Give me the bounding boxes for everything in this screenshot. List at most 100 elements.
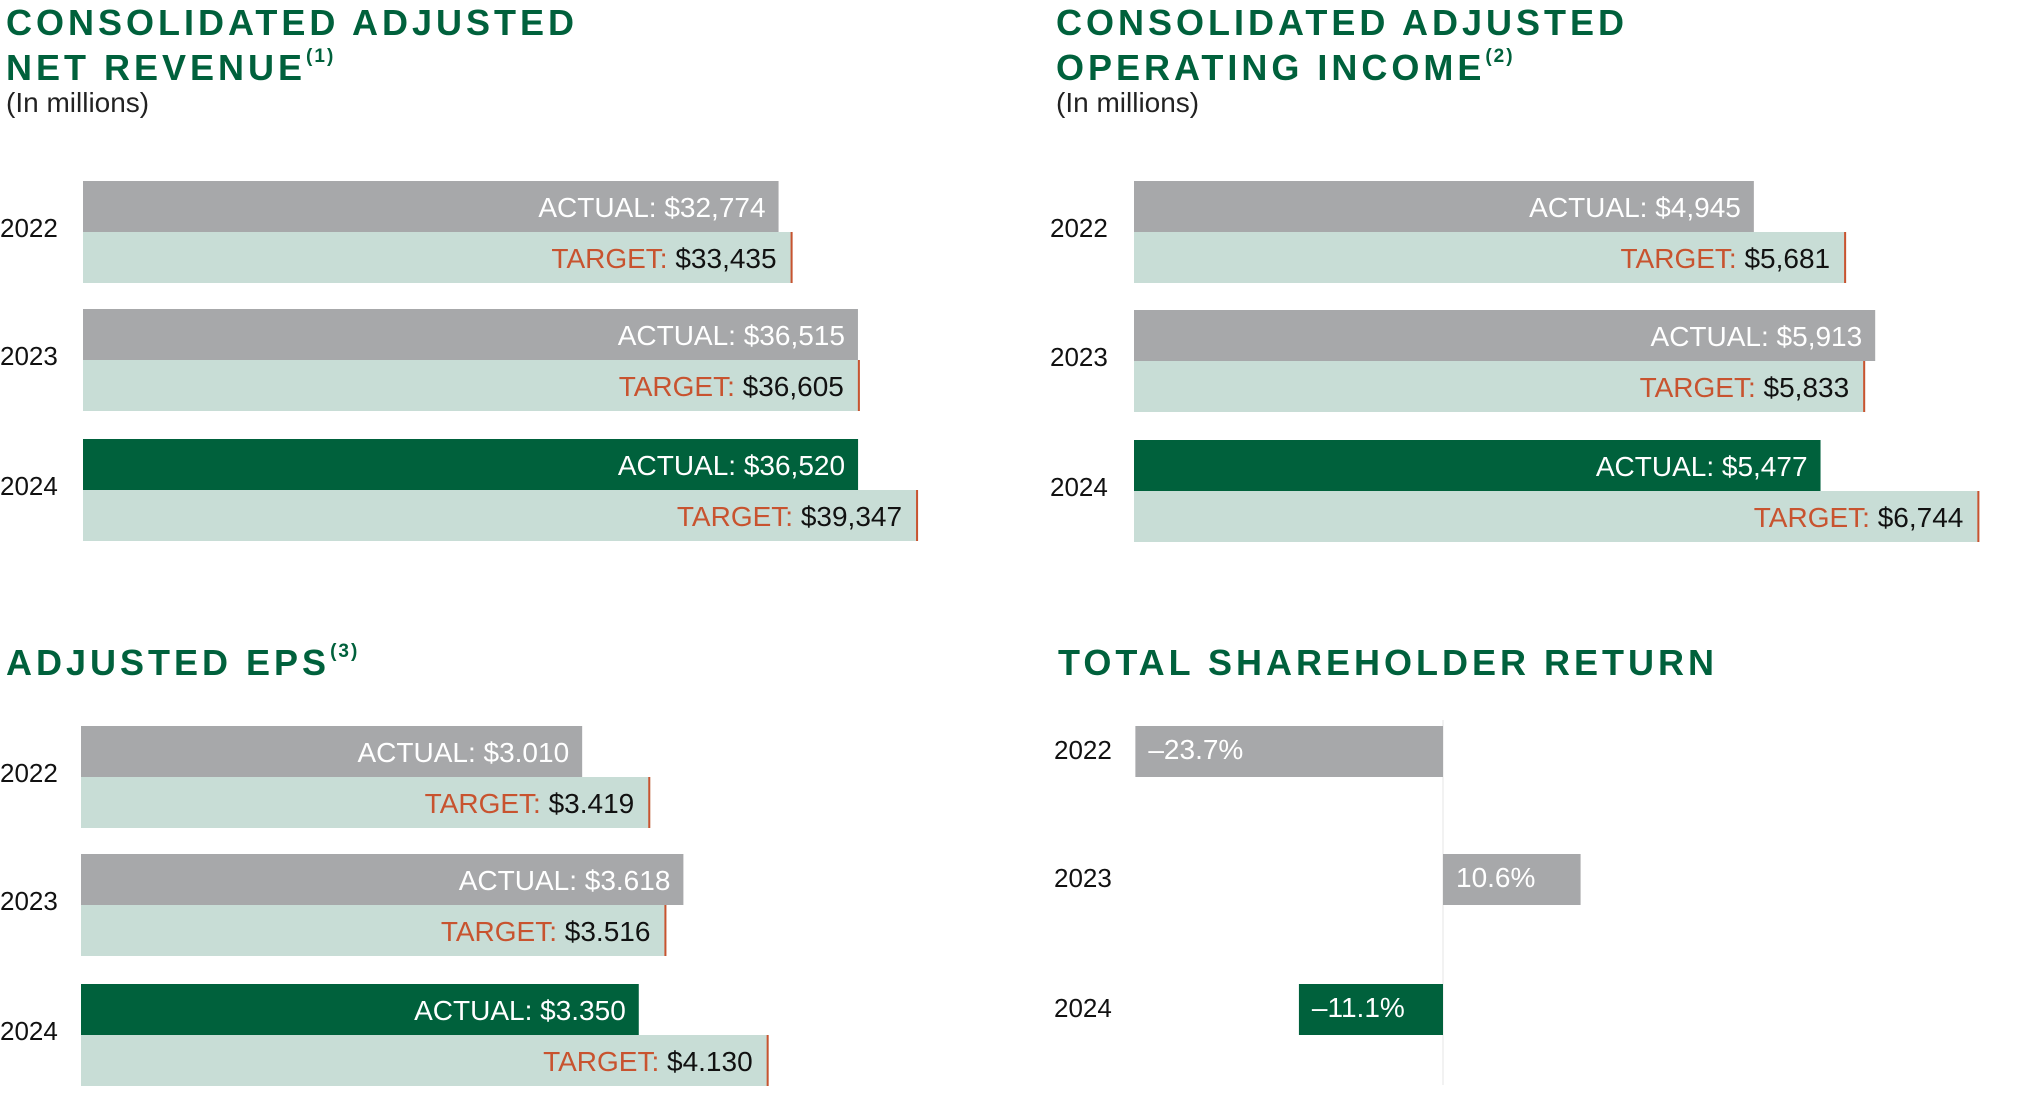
year-label-2023: 2023 bbox=[0, 341, 58, 371]
eps-chart: 2022 ACTUAL: $3.010 TARGET: $3.419 2023 ACTU… bbox=[0, 726, 769, 1086]
actual-bar-2023 bbox=[81, 854, 684, 905]
target-value-2023: $3.516 bbox=[565, 916, 651, 947]
actual-bar-2022 bbox=[81, 726, 583, 777]
target-bar-2023 bbox=[83, 360, 860, 411]
target-value-2022: $3.419 bbox=[549, 788, 635, 819]
opincome-subtitle: (In millions) bbox=[1056, 87, 1200, 118]
target-marker-2022 bbox=[1844, 232, 1847, 283]
revenue-chart: 2022 ACTUAL: $32,774 TARGET: $33,435 2023 AC… bbox=[0, 181, 919, 541]
revenue-title-line1: CONSOLIDATED ADJUSTED bbox=[6, 2, 579, 43]
tsr-bar-2022 bbox=[1135, 726, 1443, 777]
tsr-label-2023: 10.6% bbox=[1456, 862, 1535, 893]
actual-label-2022: ACTUAL: $3.010 bbox=[357, 737, 569, 768]
actual-bar-2022 bbox=[83, 181, 779, 232]
target-word-2024: TARGET: bbox=[677, 501, 801, 532]
target-label-2022: TARGET: $5,681 bbox=[1621, 243, 1831, 274]
target-word-2023: TARGET: bbox=[1640, 372, 1764, 403]
actual-bar-2024 bbox=[81, 984, 639, 1035]
actual-label-2022: ACTUAL: $4,945 bbox=[1529, 192, 1741, 223]
tsr-chart: 2022 –23.7% 2023 10.6% 2024 –11.1% bbox=[1054, 720, 1581, 1085]
target-value-2022: $5,681 bbox=[1744, 243, 1830, 274]
target-label-2023: TARGET: $3.516 bbox=[441, 916, 651, 947]
target-word-2022: TARGET: bbox=[551, 243, 675, 274]
actual-bar-2023 bbox=[83, 309, 858, 360]
target-label-2023: TARGET: $5,833 bbox=[1640, 372, 1850, 403]
year-label-2023: 2023 bbox=[1050, 342, 1108, 372]
target-word-2023: TARGET: bbox=[441, 916, 565, 947]
year-label-2022: 2022 bbox=[1050, 213, 1108, 243]
revenue-title: CONSOLIDATED ADJUSTED NET REVENUE(1) bbox=[6, 0, 578, 90]
target-label-2022: TARGET: $3.419 bbox=[425, 788, 635, 819]
target-marker-2024 bbox=[916, 490, 919, 541]
target-bar-2024 bbox=[83, 490, 919, 541]
target-value-2022: $33,435 bbox=[675, 243, 776, 274]
eps-title: ADJUSTED EPS(3) bbox=[6, 640, 359, 685]
actual-bar-2022 bbox=[1134, 181, 1754, 232]
year-label-2022: 2022 bbox=[1054, 735, 1112, 765]
actual-label-2024: ACTUAL: $36,520 bbox=[618, 450, 845, 481]
target-label-2024: TARGET: $4.130 bbox=[543, 1046, 753, 1077]
target-bar-2024 bbox=[1134, 491, 1980, 542]
actual-label-2024: ACTUAL: $5,477 bbox=[1596, 451, 1808, 482]
eps-title-line1: ADJUSTED EPS bbox=[6, 642, 331, 683]
opincome-title-line2: OPERATING INCOME bbox=[1056, 47, 1486, 88]
year-label-2022: 2022 bbox=[0, 213, 58, 243]
opincome-title-line1: CONSOLIDATED ADJUSTED bbox=[1056, 2, 1629, 43]
target-value-2024: $4.130 bbox=[667, 1046, 753, 1077]
opincome-title: CONSOLIDATED ADJUSTED OPERATING INCOME(2… bbox=[1056, 0, 1628, 90]
target-bar-2022 bbox=[1134, 232, 1847, 283]
year-label-2022: 2022 bbox=[0, 758, 58, 788]
year-label-2024: 2024 bbox=[1054, 993, 1112, 1023]
target-word-2023: TARGET: bbox=[619, 371, 743, 402]
target-label-2024: TARGET: $39,347 bbox=[677, 501, 902, 532]
year-label-2024: 2024 bbox=[1050, 472, 1108, 502]
opincome-panel: CONSOLIDATED ADJUSTED OPERATING INCOME(2… bbox=[1050, 0, 2019, 560]
target-word-2024: TARGET: bbox=[1754, 502, 1878, 533]
actual-label-2023: ACTUAL: $36,515 bbox=[618, 320, 845, 351]
target-marker-2022 bbox=[648, 777, 651, 828]
target-value-2024: $6,744 bbox=[1878, 502, 1964, 533]
actual-label-2022: ACTUAL: $32,774 bbox=[538, 192, 765, 223]
year-label-2024: 2024 bbox=[0, 1016, 58, 1046]
actual-bar-2023 bbox=[1134, 310, 1876, 361]
target-value-2023: $5,833 bbox=[1764, 372, 1850, 403]
target-marker-2024 bbox=[766, 1035, 769, 1086]
target-bar-2024 bbox=[81, 1035, 769, 1086]
revenue-footnote: (1) bbox=[306, 46, 336, 67]
target-label-2022: TARGET: $33,435 bbox=[551, 243, 776, 274]
tsr-label-2022: –23.7% bbox=[1148, 734, 1243, 765]
year-label-2023: 2023 bbox=[1054, 863, 1112, 893]
revenue-panel: CONSOLIDATED ADJUSTED NET REVENUE(1) (In… bbox=[0, 0, 936, 560]
year-label-2024: 2024 bbox=[0, 471, 58, 501]
target-label-2023: TARGET: $36,605 bbox=[619, 371, 844, 402]
target-value-2024: $39,347 bbox=[801, 501, 902, 532]
target-bar-2023 bbox=[1134, 361, 1866, 412]
target-word-2022: TARGET: bbox=[425, 788, 549, 819]
target-word-2024: TARGET: bbox=[543, 1046, 667, 1077]
revenue-title-line2: NET REVENUE bbox=[6, 47, 307, 88]
target-value-2023: $36,605 bbox=[743, 371, 844, 402]
actual-bar-2024 bbox=[1134, 440, 1821, 491]
actual-label-2023: ACTUAL: $5,913 bbox=[1651, 321, 1863, 352]
year-label-2023: 2023 bbox=[0, 886, 58, 916]
target-marker-2023 bbox=[1863, 361, 1866, 412]
tsr-bar-2023 bbox=[1443, 854, 1581, 905]
actual-label-2023: ACTUAL: $3.618 bbox=[459, 865, 671, 896]
revenue-subtitle: (In millions) bbox=[6, 87, 150, 118]
target-bar-2023 bbox=[81, 905, 667, 956]
actual-bar-2024 bbox=[83, 439, 859, 490]
target-marker-2022 bbox=[790, 232, 793, 283]
tsr-panel: TOTAL SHAREHOLDER RETURN 2022 –23.7% 2023 1… bbox=[1054, 640, 2019, 1087]
eps-panel: ADJUSTED EPS(3) 2022 ACTUAL: $3.010 TARGET… bbox=[0, 640, 986, 1087]
target-label-2024: TARGET: $6,744 bbox=[1754, 502, 1964, 533]
eps-footnote: (3) bbox=[330, 641, 360, 662]
tsr-title-line1: TOTAL SHAREHOLDER RETURN bbox=[1058, 642, 1719, 683]
target-marker-2023 bbox=[857, 360, 860, 411]
target-marker-2024 bbox=[1977, 491, 1980, 542]
target-word-2022: TARGET: bbox=[1621, 243, 1745, 274]
tsr-title: TOTAL SHAREHOLDER RETURN bbox=[1058, 640, 1718, 685]
tsr-label-2024: –11.1% bbox=[1312, 992, 1405, 1023]
target-bar-2022 bbox=[81, 777, 651, 828]
opincome-footnote: (2) bbox=[1485, 46, 1515, 67]
target-bar-2022 bbox=[83, 232, 793, 283]
